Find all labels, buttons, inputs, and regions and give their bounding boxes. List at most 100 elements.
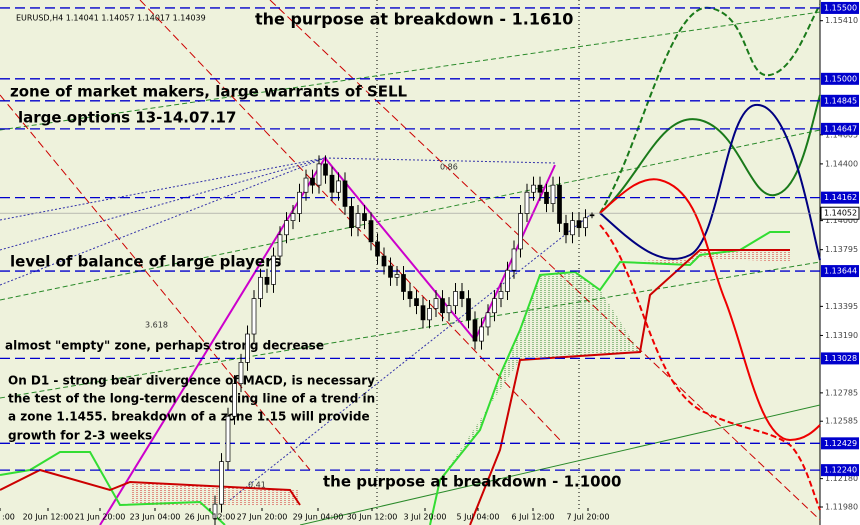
candle-body <box>277 234 283 257</box>
level-label-box <box>821 191 859 204</box>
candle-body <box>589 214 595 217</box>
candle-body <box>427 308 432 321</box>
level-label-box <box>821 1 859 14</box>
level-label: 1.14162 <box>824 193 857 202</box>
y-tick-label: 1.12180 <box>825 474 858 483</box>
candle-body <box>219 461 224 505</box>
level-label-box <box>821 265 859 278</box>
candle-body <box>238 362 244 384</box>
y-tick-label: 1.14400 <box>825 159 858 168</box>
candle-body <box>401 274 406 292</box>
fibo-label: 0.41 <box>248 481 266 490</box>
candle-body <box>316 163 322 186</box>
level-label-box <box>821 72 859 85</box>
x-tick-label: 20 Jun 12:00 <box>23 513 74 522</box>
x-tick-label: 6 Jul 12:00 <box>512 513 555 522</box>
x-tick-label: 23 Jun 04:00 <box>130 513 181 522</box>
candle-body <box>583 217 588 229</box>
candle-body <box>466 298 471 321</box>
candle-body <box>349 206 354 229</box>
candle-body <box>388 265 393 278</box>
candle-body <box>284 220 289 236</box>
x-tick-label: 3 Jul 20:00 <box>404 513 447 522</box>
candle-body <box>440 298 445 314</box>
candle-body <box>557 184 562 224</box>
candle-body <box>550 184 556 204</box>
candle-body <box>362 213 367 221</box>
x-tick-label: 27 Jun 20:00 <box>237 513 288 522</box>
candle-body <box>355 213 361 229</box>
candle-body <box>368 220 374 243</box>
y-tick-label: 1.11980 <box>825 502 858 511</box>
level-label-box <box>821 94 859 107</box>
annotation: the purpose at breakdown - 1.1610 <box>255 10 573 29</box>
candle-body <box>563 223 569 236</box>
annotation: level of balance of large players <box>10 253 282 271</box>
candle-body <box>453 291 458 307</box>
candle-body <box>232 383 237 417</box>
candle-body <box>498 291 504 299</box>
candle-body <box>310 177 315 186</box>
candle-body <box>329 174 335 193</box>
candle-body <box>433 298 439 309</box>
x-tick-label: 29 Jun 04:00 <box>293 513 344 522</box>
candle-body <box>531 184 536 193</box>
candle-body <box>459 291 465 299</box>
annotation: zone of market makers, large warrants of… <box>10 83 408 101</box>
candle-body <box>518 213 523 250</box>
candle-body <box>290 213 296 221</box>
candle-body <box>375 241 380 257</box>
y-tick-label: 1.13795 <box>825 245 858 254</box>
level-label: 1.13644 <box>824 267 857 276</box>
level-label: 1.14845 <box>824 96 857 105</box>
candle-body <box>479 326 484 342</box>
y-tick-label: 1.12585 <box>825 417 858 426</box>
current-price-box <box>820 206 860 220</box>
y-tick-label: 1.12785 <box>825 388 858 397</box>
current-price-label: 1.14052 <box>824 209 857 218</box>
candle-body <box>492 298 497 314</box>
x-tick-label: 21 Jun 20:00 <box>75 513 126 522</box>
annotation: almost "empty" zone, perhaps strong decr… <box>5 339 324 353</box>
level-label: 1.15000 <box>824 74 857 83</box>
candle-body <box>323 163 328 176</box>
candle-body <box>485 312 491 328</box>
candle-body <box>505 269 510 292</box>
candle-body <box>381 255 387 267</box>
annotation: large options 13-14.07.17 <box>18 109 236 127</box>
level-label: 1.12429 <box>824 439 857 448</box>
candle-body <box>576 220 582 229</box>
candle-body <box>212 503 218 519</box>
candle-body <box>524 191 530 214</box>
level-label-box <box>821 464 859 477</box>
y-tick-label: 1.13190 <box>825 331 858 340</box>
candle-body <box>245 333 250 363</box>
level-label-box <box>821 122 859 135</box>
candle-body <box>264 276 270 285</box>
annotation: On D1 - strong bear divergence of MACD, … <box>8 374 375 388</box>
level-label-box <box>821 437 859 450</box>
candle-body <box>537 184 543 193</box>
candle-body <box>414 298 419 307</box>
fibo-label: 3.618 <box>145 321 168 330</box>
level-label: 1.14647 <box>824 124 857 133</box>
annotation: a zone 1.1455. breakdown of a zone 1.15 … <box>8 410 370 424</box>
x-tick-label: 30 Jun 12:00 <box>347 513 398 522</box>
candle-body <box>420 305 426 321</box>
candle-body <box>407 291 413 299</box>
y-tick-label: 1.13395 <box>825 302 858 311</box>
annotation: the test of the long-term descending lin… <box>8 392 375 406</box>
y-tick-label: 1.14000 <box>825 216 858 225</box>
header: EURUSD,H4 1.14041 1.14057 1.14017 1.1403… <box>16 14 206 23</box>
candle-body <box>342 180 348 207</box>
candle-body <box>394 274 400 278</box>
candle-body <box>446 305 452 314</box>
annotation: growth for 2-3 weeks <box>8 429 152 443</box>
level-label-box <box>821 352 859 365</box>
fibo-label: 0.86 <box>440 163 458 172</box>
annotation: the purpose at breakdown - 1.1000 <box>323 473 621 491</box>
x-tick-label: 7 Jul 20:00 <box>567 513 610 522</box>
level-label: 1.13028 <box>824 354 857 363</box>
level-label: 1.12240 <box>824 466 857 475</box>
